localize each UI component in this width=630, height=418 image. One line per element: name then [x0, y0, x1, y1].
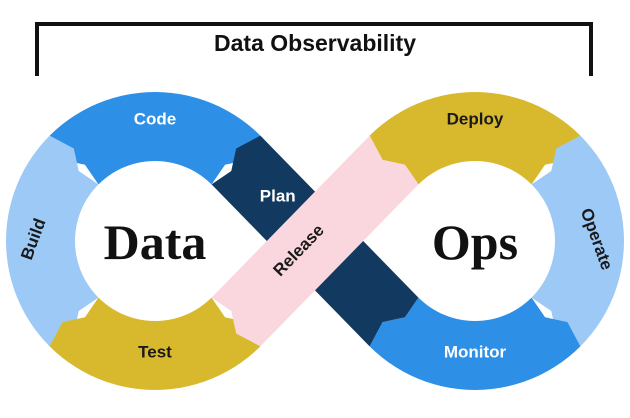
- svg-text:Data: Data: [104, 214, 207, 270]
- svg-text:Monitor: Monitor: [444, 343, 507, 362]
- svg-text:Code: Code: [134, 110, 177, 129]
- svg-text:Test: Test: [138, 343, 172, 362]
- svg-text:Ops: Ops: [432, 214, 518, 270]
- svg-text:Plan: Plan: [260, 186, 296, 205]
- svg-text:Deploy: Deploy: [447, 110, 504, 129]
- svg-text:Data Observability: Data Observability: [214, 30, 416, 56]
